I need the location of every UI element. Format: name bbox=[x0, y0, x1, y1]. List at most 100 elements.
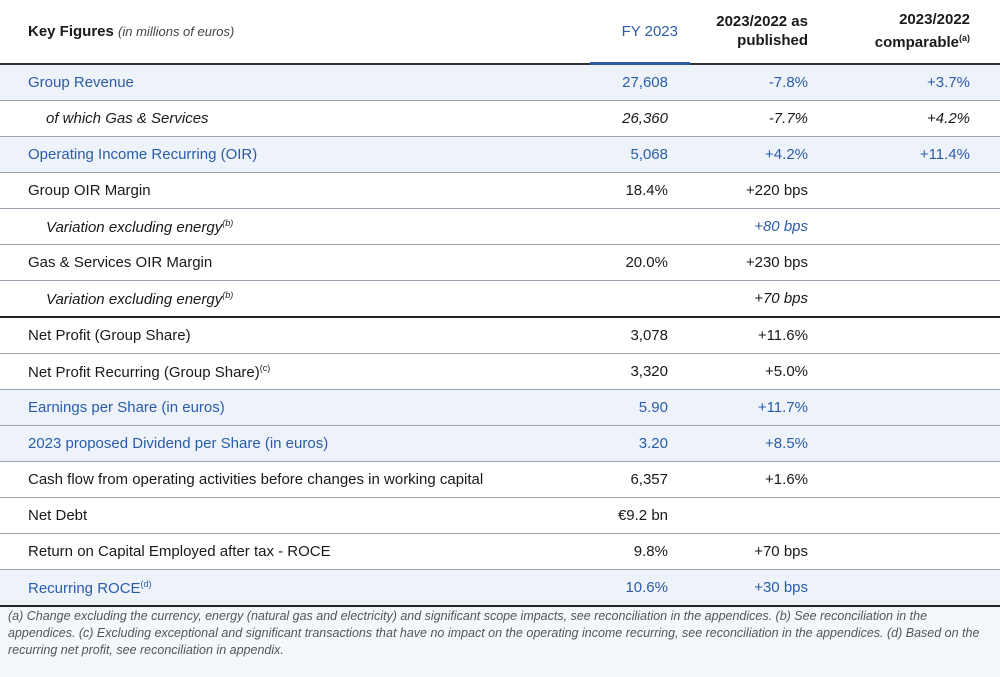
row-label: Group Revenue bbox=[28, 73, 134, 91]
comparable-value: +11.4% bbox=[830, 136, 1000, 173]
empty-cell bbox=[830, 172, 1000, 209]
table-body: Group Revenue 27,608 -7.8% +3.7% of which Ga… bbox=[0, 63, 1000, 607]
table-row: Net Profit (Group Share) 3,078 +11.6% bbox=[0, 317, 1000, 354]
empty-cell bbox=[830, 461, 1000, 498]
row-label: Return on Capital Employed after tax - R… bbox=[28, 543, 331, 560]
row-label-cell: Net Debt bbox=[0, 497, 590, 534]
row-label-cell: 2023 proposed Dividend per Share (in eur… bbox=[0, 425, 590, 462]
footnote: (a) Change excluding the currency, energ… bbox=[8, 609, 980, 657]
row-label: Recurring ROCE bbox=[28, 579, 141, 597]
published-value: +70 bps bbox=[690, 280, 830, 318]
header-unit: (in millions of euros) bbox=[118, 23, 235, 39]
header-comparable: 2023/2022 comparable(a) bbox=[830, 0, 1000, 65]
row-label: Net Profit Recurring (Group Share) bbox=[28, 363, 260, 381]
header-label: Key Figures (in millions of euros) bbox=[0, 0, 590, 65]
comparable-text: 2023/2022 comparable bbox=[874, 11, 970, 52]
superscript: (a) bbox=[959, 33, 970, 44]
row-label-cell: Variation excluding energy(b) bbox=[0, 208, 590, 245]
row-label: Net Profit (Group Share) bbox=[28, 327, 191, 344]
empty-cell bbox=[830, 569, 1000, 607]
published-value: +5.0% bbox=[690, 353, 830, 390]
table-row: Cash flow from operating activities befo… bbox=[0, 461, 1000, 498]
empty-cell bbox=[830, 353, 1000, 390]
fy-value: 6,357 bbox=[590, 461, 690, 498]
table-row: Return on Capital Employed after tax - R… bbox=[0, 533, 1000, 570]
header-row: Key Figures (in millions of euros) FY 20… bbox=[0, 0, 1000, 65]
table-row: 2023 proposed Dividend per Share (in eur… bbox=[0, 425, 1000, 462]
published-value: -7.8% bbox=[690, 63, 830, 101]
row-label: Cash flow from operating activities befo… bbox=[28, 471, 484, 488]
published-value: +30 bps bbox=[690, 569, 830, 607]
empty-cell bbox=[830, 389, 1000, 426]
published-value: +8.5% bbox=[690, 425, 830, 462]
empty-cell bbox=[830, 280, 1000, 318]
table-row: Operating Income Recurring (OIR) 5,068 +4.… bbox=[0, 136, 1000, 173]
table-row: Recurring ROCE(d) 10.6% +30 bps bbox=[0, 569, 1000, 607]
row-label-cell: Group OIR Margin bbox=[0, 172, 590, 209]
empty-cell bbox=[830, 208, 1000, 245]
row-label-cell: Cash flow from operating activities befo… bbox=[0, 461, 590, 498]
published-value: +220 bps bbox=[690, 172, 830, 209]
empty-cell bbox=[830, 317, 1000, 354]
table-row: Earnings per Share (in euros) 5.90 +11.7% bbox=[0, 389, 1000, 426]
table-row: Gas & Services OIR Margin 20.0% +230 bps bbox=[0, 244, 1000, 281]
row-label: Group OIR Margin bbox=[28, 182, 151, 199]
table-row: Group Revenue 27,608 -7.8% +3.7% bbox=[0, 63, 1000, 101]
empty-cell bbox=[690, 497, 830, 534]
published-value: +230 bps bbox=[690, 244, 830, 281]
table-row: Group OIR Margin 18.4% +220 bps bbox=[0, 172, 1000, 209]
empty-cell bbox=[830, 425, 1000, 462]
empty-cell bbox=[830, 533, 1000, 570]
published-value: +70 bps bbox=[690, 533, 830, 570]
empty-cell bbox=[590, 208, 690, 245]
fy-value: 5.90 bbox=[590, 389, 690, 426]
row-label-cell: Net Profit Recurring (Group Share)(c) bbox=[0, 353, 590, 390]
row-label: 2023 proposed Dividend per Share (in eur… bbox=[28, 435, 329, 452]
fy-value: 9.8% bbox=[590, 533, 690, 570]
row-label-cell: Earnings per Share (in euros) bbox=[0, 389, 590, 426]
header-published: 2023/2022 as published bbox=[690, 0, 830, 65]
superscript: (c) bbox=[259, 362, 271, 373]
table-row: Net Profit Recurring (Group Share)(c) 3,3… bbox=[0, 353, 1000, 390]
superscript: (b) bbox=[222, 217, 234, 228]
published-value: +4.2% bbox=[690, 136, 830, 173]
fy-value: 3,078 bbox=[590, 317, 690, 354]
row-label-cell: Gas & Services OIR Margin bbox=[0, 244, 590, 281]
row-label: of which Gas & Services bbox=[46, 110, 209, 127]
row-label-cell: Group Revenue bbox=[0, 63, 590, 101]
empty-cell bbox=[830, 244, 1000, 281]
header-title: Key Figures bbox=[28, 22, 114, 40]
row-label: Earnings per Share (in euros) bbox=[28, 399, 225, 416]
fy-value: 3,320 bbox=[590, 353, 690, 390]
row-label: Gas & Services OIR Margin bbox=[28, 254, 213, 271]
fy-value: 18.4% bbox=[590, 172, 690, 209]
empty-cell bbox=[830, 497, 1000, 534]
fy-value: €9.2 bn bbox=[590, 497, 690, 534]
key-figures-table: Key Figures (in millions of euros) FY 20… bbox=[0, 0, 1000, 607]
published-value: -7.7% bbox=[690, 100, 830, 137]
row-label-cell: Net Profit (Group Share) bbox=[0, 317, 590, 354]
fy-value: 5,068 bbox=[590, 136, 690, 173]
row-label: Variation excluding energy bbox=[46, 290, 223, 308]
published-value: +80 bps bbox=[690, 208, 830, 245]
fy-value: 20.0% bbox=[590, 244, 690, 281]
table-row: of which Gas & Services 26,360 -7.7% +4.2% bbox=[0, 100, 1000, 137]
table-row: Variation excluding energy(b) +70 bps bbox=[0, 280, 1000, 318]
empty-cell bbox=[590, 280, 690, 318]
row-label-cell: of which Gas & Services bbox=[0, 100, 590, 137]
row-label-cell: Variation excluding energy(b) bbox=[0, 280, 590, 318]
fy-value: 26,360 bbox=[590, 100, 690, 137]
row-label-cell: Recurring ROCE(d) bbox=[0, 569, 590, 607]
superscript: (b) bbox=[222, 289, 234, 300]
row-label: Operating Income Recurring (OIR) bbox=[28, 146, 258, 163]
fy-value: 27,608 bbox=[590, 63, 690, 101]
published-value: +11.7% bbox=[690, 389, 830, 426]
superscript: (d) bbox=[140, 578, 152, 589]
row-label: Variation excluding energy bbox=[46, 218, 223, 236]
table-row: Variation excluding energy(b) +80 bps bbox=[0, 208, 1000, 245]
fy-value: 10.6% bbox=[590, 569, 690, 607]
fy-value: 3.20 bbox=[590, 425, 690, 462]
row-label-cell: Operating Income Recurring (OIR) bbox=[0, 136, 590, 173]
published-value: +11.6% bbox=[690, 317, 830, 354]
